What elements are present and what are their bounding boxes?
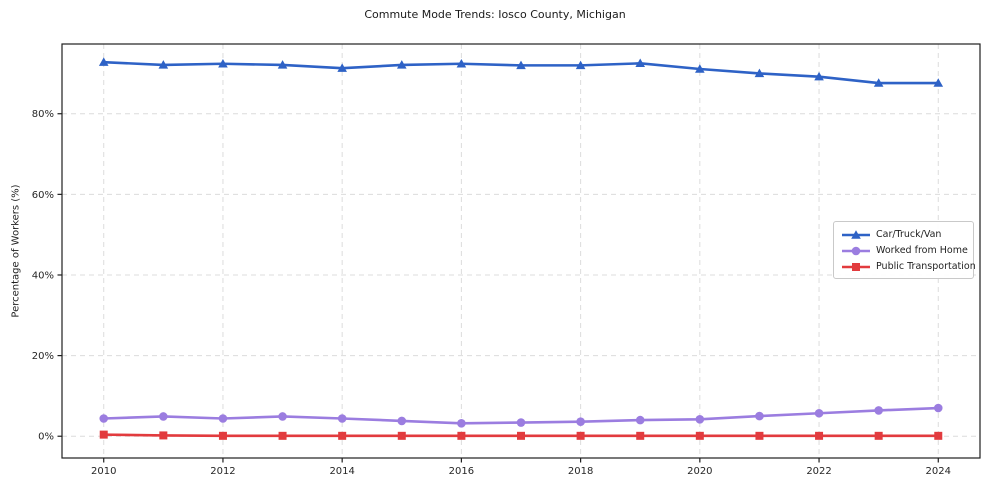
x-tick-label: 2024 [926, 466, 951, 477]
square-marker [159, 431, 168, 440]
x-tick-label: 2016 [449, 466, 474, 477]
triangle-marker [814, 71, 824, 81]
square-marker [755, 431, 764, 440]
legend-item: Worked from Home [841, 244, 968, 257]
triangle-marker [575, 60, 586, 70]
legend-label: Worked from Home [876, 245, 968, 256]
circle-marker [159, 412, 168, 421]
x-tick-label: 2014 [329, 466, 354, 477]
triangle-marker [873, 78, 884, 87]
triangle-marker [695, 64, 705, 73]
circle-marker [457, 419, 466, 428]
legend-item: Public Transportation [841, 260, 976, 273]
y-tick-label: 60% [32, 190, 54, 201]
circle-marker [218, 414, 228, 423]
square-marker [457, 431, 466, 440]
square-marker [934, 431, 943, 440]
square-marker [338, 431, 347, 440]
x-tick-label: 2022 [806, 466, 831, 477]
square-marker [99, 430, 108, 439]
x-tick-label: 2018 [568, 466, 593, 477]
square-legend-marker-icon [842, 262, 870, 271]
x-tick-label: 2020 [687, 466, 712, 477]
square-marker [218, 431, 227, 440]
triangle-marker [277, 60, 288, 69]
square-marker [636, 431, 645, 440]
triangle-marker [158, 60, 169, 69]
circle-marker [576, 417, 585, 427]
square-marker [874, 431, 883, 440]
square-marker [278, 431, 287, 440]
triangle-marker [456, 58, 467, 68]
circle-marker [695, 415, 705, 424]
legend-label: Public Transportation [876, 261, 976, 272]
triangle-marker [218, 58, 228, 68]
triangle-marker [754, 68, 765, 78]
y-tick-label: 0% [38, 432, 54, 443]
circle-marker [814, 408, 824, 418]
triangle-marker [933, 78, 944, 87]
y-tick-label: 80% [32, 109, 54, 120]
circle-marker [337, 414, 347, 423]
legend-label: Car/Truck/Van [876, 229, 942, 240]
triangle-marker [635, 58, 646, 68]
circle-marker [516, 418, 526, 427]
triangle-legend-marker-icon [842, 229, 870, 239]
legend-box: Car/Truck/Van Worked from Home Public Tran… [833, 221, 976, 279]
x-tick-label: 2012 [210, 466, 235, 477]
x-tick-label: 2010 [91, 466, 116, 477]
y-tick-label: 20% [32, 351, 54, 362]
square-marker [397, 431, 406, 440]
square-marker [576, 431, 585, 440]
triangle-marker [396, 60, 407, 69]
y-tick-label: 40% [32, 270, 54, 281]
circle-marker [874, 406, 883, 415]
legend-item: Car/Truck/Van [841, 228, 965, 241]
triangle-marker [98, 57, 109, 66]
plot-border [61, 43, 981, 459]
triangle-marker [516, 60, 526, 70]
square-marker [517, 431, 525, 440]
circle-marker [397, 416, 407, 426]
circle-legend-marker-icon [842, 246, 870, 255]
triangle-marker [337, 63, 347, 72]
circle-marker [755, 411, 764, 421]
circle-marker [278, 412, 287, 421]
chart-title: Commute Mode Trends: Iosco County, Michi… [364, 8, 626, 21]
square-marker [695, 431, 704, 440]
square-marker [815, 431, 824, 440]
circle-marker [933, 403, 943, 413]
circle-marker [99, 414, 109, 423]
circle-marker [635, 415, 645, 425]
